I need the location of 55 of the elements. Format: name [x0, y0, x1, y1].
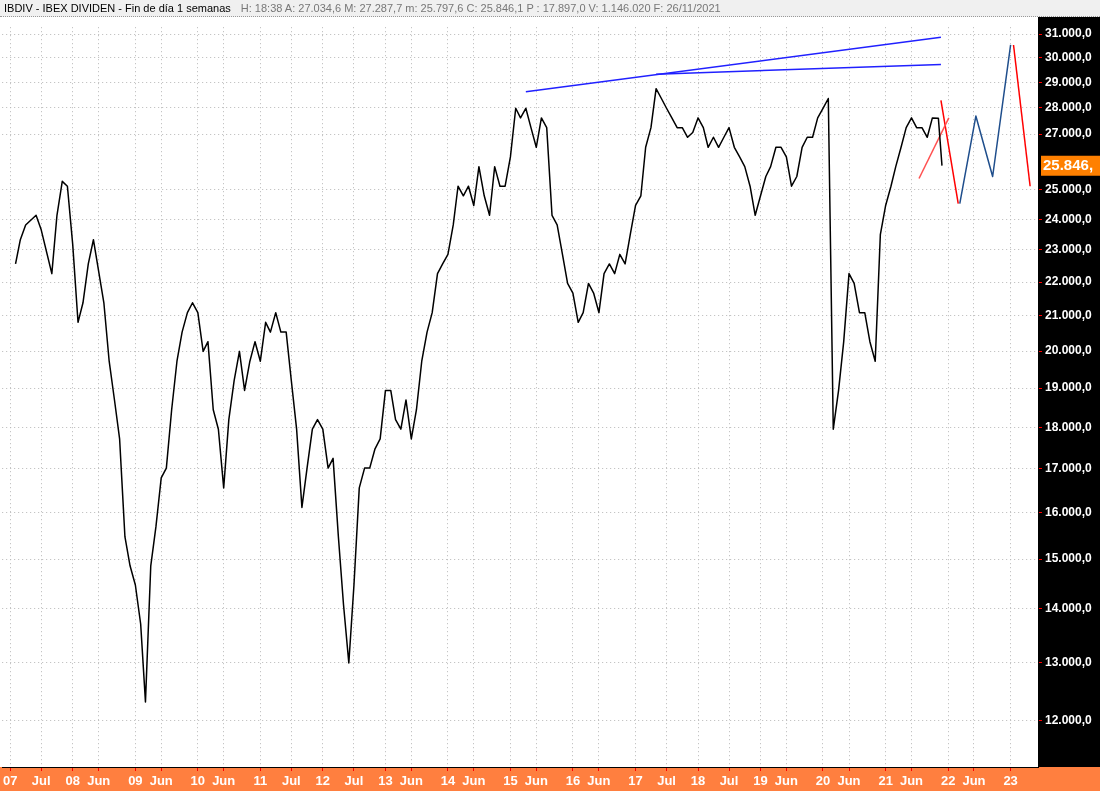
- x-tick-label: 21: [878, 773, 893, 789]
- text: 25.846,: [1043, 155, 1094, 173]
- y-tick-label: 25.000,0: [1045, 182, 1093, 196]
- x-tick-label: 15: [503, 773, 518, 789]
- y-tick-label: 17.000,0: [1045, 460, 1093, 475]
- x-tick-label: 23: [1003, 773, 1018, 789]
- x-tick-label: 17: [628, 773, 643, 789]
- y-tick-label: 16.000,0: [1045, 504, 1093, 519]
- y-tick-label: 15.000,0: [1045, 551, 1093, 566]
- chart-title: IBDIV - IBEX DIVIDEN - Fin de día 1 semanas: [4, 2, 231, 14]
- x-tick-label: Jun: [587, 773, 611, 789]
- x-tick-label: Jun: [774, 773, 798, 789]
- y-tick-label: 22.000,0: [1045, 274, 1093, 289]
- x-tick-label: 10: [190, 773, 206, 789]
- x-tick-label: 09: [128, 773, 143, 789]
- y-tick-label: 14.000,0: [1045, 601, 1093, 616]
- y-tick-label: 12.000,0: [1045, 712, 1093, 727]
- y-tick-label: 27.000,0: [1045, 126, 1093, 141]
- x-tick-label: 14: [440, 773, 456, 789]
- x-tick-label: 07: [3, 773, 18, 789]
- x-tick-label: Jul: [281, 773, 301, 789]
- x-tick-label: Jun: [462, 773, 486, 789]
- x-tick-label: Jun: [837, 773, 861, 789]
- y-tick-label: 24.000,0: [1045, 211, 1093, 226]
- x-tick-label: Jul: [344, 773, 364, 789]
- x-tick-label: 08: [65, 773, 80, 789]
- y-tick-label: 23.000,0: [1045, 242, 1093, 257]
- x-tick-label: 12: [315, 773, 331, 789]
- y-tick-label: 29.000,0: [1045, 74, 1093, 89]
- y-tick-label: 31.000,0: [1045, 26, 1093, 41]
- x-tick-label: Jun: [899, 773, 924, 789]
- x-tick-label: Jul: [31, 773, 51, 789]
- x-tick-label: Jun: [962, 773, 986, 789]
- x-tick-label: Jun: [524, 773, 548, 789]
- x-tick-label: 11: [253, 773, 268, 789]
- x-tick-label: Jun: [149, 773, 173, 789]
- x-tick-label: 16: [565, 773, 581, 789]
- y-tick-label: 19.000,0: [1045, 380, 1093, 395]
- x-tick-label: 19: [753, 773, 768, 789]
- y-tick-label: 13.000,0: [1045, 654, 1093, 669]
- x-tick-label: 22: [940, 773, 956, 789]
- y-tick-label: 20.000,0: [1045, 343, 1093, 358]
- x-tick-label: Jul: [657, 773, 676, 789]
- x-tick-label: Jun: [399, 773, 423, 789]
- y-tick-label: 18.000,0: [1045, 419, 1093, 434]
- x-tick-label: 13: [378, 773, 393, 789]
- x-tick-label: 20: [815, 773, 831, 789]
- x-tick-label: 18: [690, 773, 706, 789]
- x-tick-label: Jun: [212, 773, 236, 789]
- y-tick-label: 30.000,0: [1045, 50, 1093, 65]
- x-tick-label: Jun: [87, 773, 111, 789]
- y-tick-label: 28.000,0: [1045, 100, 1093, 115]
- x-tick-label: Jul: [719, 773, 739, 789]
- chart-subtitle: H: 18:38 A: 27.034,6 M: 27.287,7 m: 25.797,6 C: 25.846,1 P : 17.897,0 V: 1.146.020 F: 26/11/2021: [240, 2, 721, 14]
- y-tick-label: 21.000,0: [1045, 308, 1093, 323]
